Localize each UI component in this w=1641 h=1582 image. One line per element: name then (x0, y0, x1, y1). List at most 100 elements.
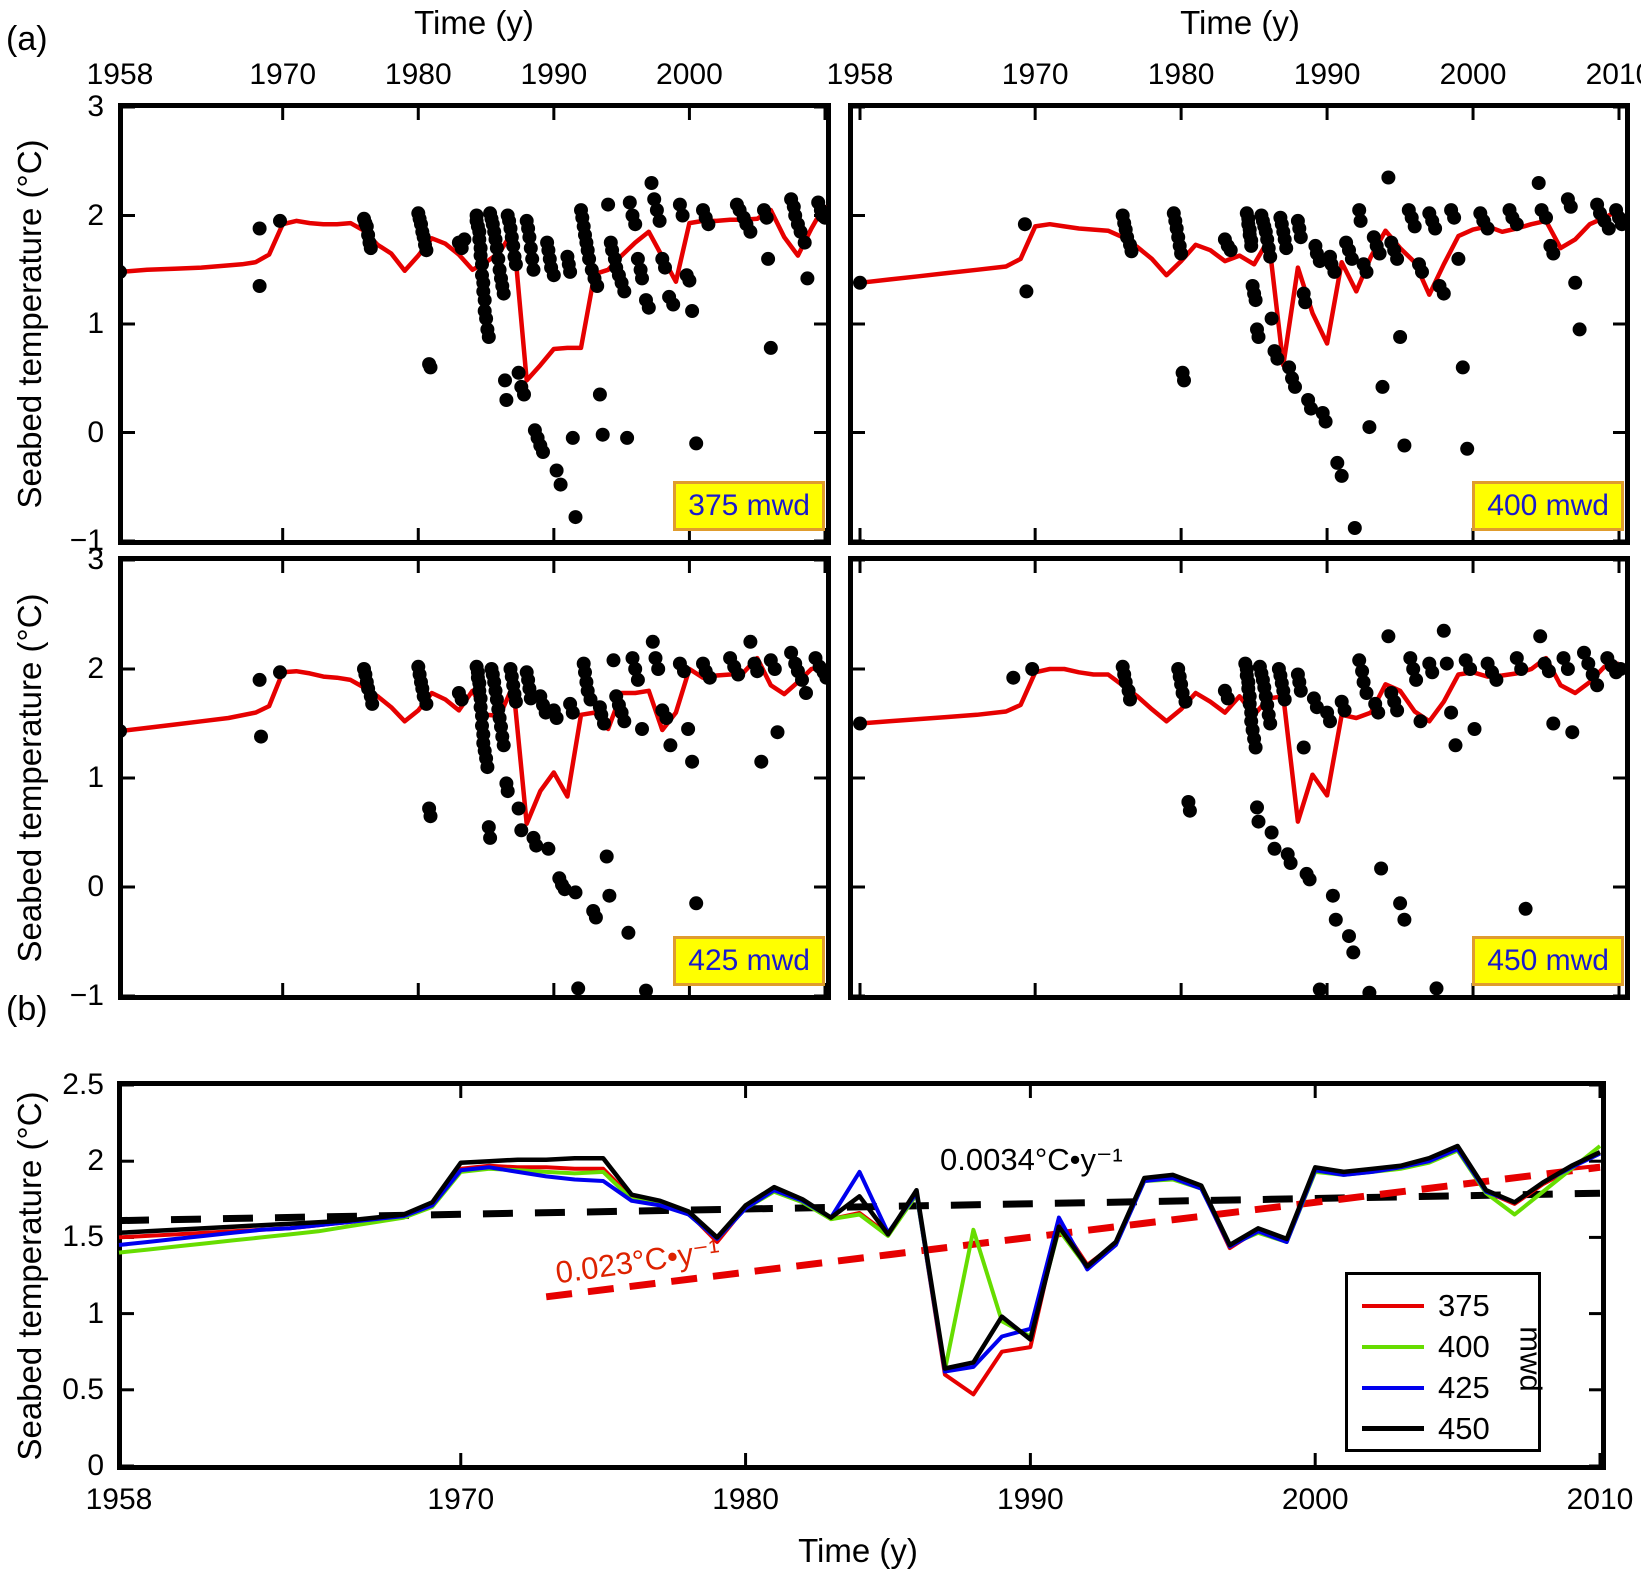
observation-dot (273, 665, 287, 680)
observation-dot (1556, 651, 1571, 666)
trend-annotation-black: 0.0034°C•y⁻¹ (940, 1142, 1123, 1177)
observation-dot (1572, 322, 1587, 337)
panel-b-y-tick-label: 1.5 (62, 1220, 104, 1254)
observation-dot (1460, 441, 1475, 456)
observation-dot (685, 754, 700, 769)
observation-dot (1546, 716, 1561, 731)
observation-dot (1381, 629, 1396, 644)
observation-dot (1409, 672, 1424, 687)
observation-dot (1451, 251, 1466, 266)
observation-dot (1334, 468, 1349, 483)
observation-dot (677, 664, 691, 679)
observation-dot (595, 427, 610, 442)
observation-dot (689, 896, 704, 911)
observation-dot (682, 273, 697, 288)
observation-dot (419, 243, 434, 258)
observation-dot (1415, 264, 1429, 279)
observation-dot (1585, 667, 1600, 682)
legend-swatch-400 (1362, 1344, 1424, 1349)
observation-dot (1282, 360, 1297, 375)
scatter-plot-450 (848, 556, 1630, 1000)
observation-dot (1251, 330, 1266, 344)
observation-dot (511, 801, 526, 816)
observation-dot (1220, 691, 1235, 706)
observation-dot (1177, 373, 1191, 388)
observation-dot (454, 692, 469, 707)
panel-b-y-tick-label: 0 (87, 1449, 104, 1482)
observation-dot (651, 662, 666, 676)
model-line-400 (859, 208, 1621, 368)
observation-dot (1568, 275, 1583, 290)
observation-dot (658, 260, 672, 275)
observation-dot (506, 238, 521, 253)
observation-dot (592, 387, 607, 402)
top-x-tick-label: 2000 (1439, 58, 1507, 91)
observation-dot (761, 251, 776, 266)
observation-dot (523, 241, 538, 256)
observation-dot (1174, 246, 1189, 261)
observation-dot (1352, 653, 1367, 668)
legend-swatch-450 (1362, 1426, 1424, 1431)
observation-dot (1264, 825, 1279, 840)
observation-dot (767, 662, 782, 676)
observation-dot (1375, 379, 1390, 394)
panel-b-x-tick-label: 2000 (1281, 1483, 1349, 1516)
observation-dot (1563, 199, 1578, 214)
observation-dot (689, 436, 704, 451)
observation-dot (1244, 238, 1259, 253)
observation-dot (1463, 662, 1478, 676)
observation-dot (647, 192, 662, 207)
observation-dot (1436, 623, 1451, 638)
plot-border (117, 1081, 1606, 1470)
observation-dot (1337, 703, 1352, 718)
observation-dot (784, 645, 799, 660)
observation-dot (1304, 401, 1318, 416)
observation-dot (795, 672, 809, 687)
plot-border (118, 556, 831, 1000)
observation-dot (568, 510, 583, 525)
observation-dot (583, 692, 598, 707)
observation-dot (526, 262, 541, 277)
observation-dot (1327, 264, 1342, 279)
observation-dot (602, 888, 617, 903)
observation-dot (1325, 888, 1340, 903)
observation-dot (517, 387, 531, 402)
observation-dot (1330, 455, 1345, 470)
observation-dot (1267, 841, 1282, 856)
observation-dot (1447, 210, 1462, 225)
observation-dot (529, 838, 544, 853)
observation-dot (419, 696, 434, 711)
legend: 375 400 425 450 mwd (1345, 1272, 1549, 1452)
legend-entry-375: 375 (1362, 1285, 1538, 1326)
observation-dot (1436, 286, 1451, 301)
observation-dot (1455, 360, 1470, 375)
observation-dot (1355, 664, 1370, 679)
legend-label-450: 450 (1438, 1410, 1490, 1446)
panel-b-x-tick-label: 1990 (997, 1483, 1064, 1516)
observation-dot (675, 208, 690, 223)
observation-dot (1288, 379, 1302, 394)
panel-b-x-tick-label: 1980 (712, 1483, 779, 1516)
observation-dot (479, 311, 494, 326)
observation-dot (639, 983, 653, 998)
observation-dot (496, 286, 511, 301)
observation-dot (496, 738, 511, 753)
observation-dot (1428, 221, 1443, 236)
observation-dot (1590, 678, 1605, 693)
model-line-425 (119, 655, 826, 827)
panel-b-y-tick-label: 1 (87, 1296, 104, 1330)
trend-dashed-0 (118, 1189, 1601, 1225)
depth-badge-450: 450 mwd (1472, 936, 1624, 986)
observation-dot (1293, 230, 1308, 245)
observation-dot (483, 830, 498, 845)
plot-border (848, 556, 1630, 1000)
observation-dot (635, 271, 649, 286)
observation-dot (625, 651, 640, 666)
observation-dot (635, 722, 649, 736)
observation-dot (799, 686, 813, 700)
observation-dot (1509, 651, 1524, 666)
row-y-tick-label: −1 (69, 979, 104, 1012)
observation-dot (563, 264, 578, 279)
scatter-plot-375 (118, 103, 831, 545)
observation-dot (536, 445, 550, 459)
